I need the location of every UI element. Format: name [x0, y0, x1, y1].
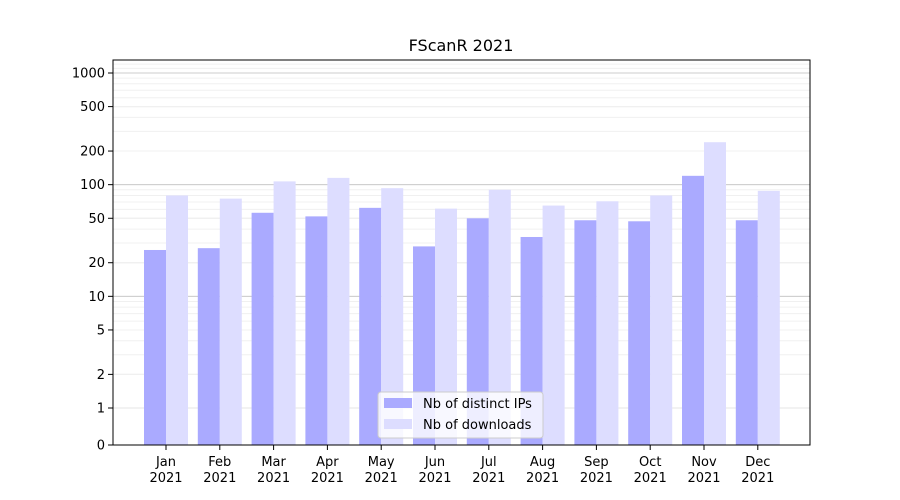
- x-tick-label-month: Sep: [584, 455, 609, 470]
- y-tick-label: 2: [97, 368, 105, 383]
- bar-ips: [144, 249, 166, 445]
- bar-downloads: [273, 181, 296, 445]
- bar-downloads: [596, 201, 619, 445]
- y-tick-label: 1: [97, 402, 105, 417]
- x-tick-label-year: 2021: [365, 471, 398, 486]
- bar-downloads: [650, 195, 673, 445]
- x-tick-label-month: Jan: [155, 455, 176, 470]
- x-tick-label-month: May: [368, 455, 395, 470]
- x-tick-label-year: 2021: [634, 471, 667, 486]
- x-tick-label-month: Apr: [316, 455, 339, 470]
- legend-label-ips: Nb of distinct IPs: [423, 397, 532, 412]
- x-tick-label-year: 2021: [472, 471, 505, 486]
- bar-downloads: [704, 142, 726, 445]
- bar-ips: [466, 218, 489, 445]
- x-tick-label-year: 2021: [311, 471, 344, 486]
- y-tick-label: 5: [97, 323, 105, 338]
- bar-ips: [682, 175, 704, 446]
- bar-downloads: [327, 177, 350, 445]
- bar-downloads: [488, 189, 511, 445]
- y-tick-label: 100: [80, 178, 105, 193]
- x-tick-label-year: 2021: [203, 471, 236, 486]
- bar-ips: [628, 221, 651, 445]
- chart-title: FScanR 2021: [409, 36, 514, 55]
- bar-downloads: [435, 208, 457, 445]
- x-tick-label-year: 2021: [580, 471, 613, 486]
- bar-ips: [735, 220, 758, 445]
- x-tick-label-month: Mar: [261, 455, 286, 470]
- x-tick-label-year: 2021: [687, 471, 720, 486]
- bar-downloads: [166, 195, 188, 445]
- x-tick-label-year: 2021: [526, 471, 559, 486]
- x-tick-label-year: 2021: [418, 471, 451, 486]
- bars: [144, 142, 780, 446]
- y-tick-label: 200: [80, 145, 105, 160]
- x-tick-label-month: Feb: [208, 455, 231, 470]
- legend-box: [377, 391, 544, 439]
- x-tick-label-month: Jun: [424, 455, 445, 470]
- bar-downloads: [542, 205, 565, 445]
- y-tick-label: 10: [88, 290, 105, 305]
- y-tick-label: 500: [80, 100, 105, 115]
- x-tick-label-year: 2021: [257, 471, 290, 486]
- bar-ips: [574, 220, 597, 445]
- y-tick-label: 0: [97, 439, 105, 454]
- x-tick-label-month: Nov: [691, 455, 717, 470]
- bar-downloads: [757, 190, 780, 445]
- y-tick-label: 50: [88, 212, 105, 227]
- bar-ips: [305, 216, 328, 445]
- plot-frame: [112, 59, 811, 446]
- y-axis: 0 1 2 5 10 20 50 100 200 500 1000: [72, 66, 113, 454]
- bar-downloads: [381, 188, 404, 445]
- x-tick-label-year: 2021: [149, 471, 182, 486]
- y-tick-label: 20: [88, 256, 105, 271]
- legend-swatch-ips: [384, 398, 412, 408]
- x-tick-label-month: Dec: [745, 455, 770, 470]
- bar-ips: [197, 248, 220, 445]
- legend-swatch-downloads: [384, 419, 412, 429]
- bar-downloads: [219, 198, 242, 445]
- y-tick-label: 1000: [72, 66, 105, 81]
- bar-ips: [251, 212, 274, 445]
- legend: Nb of distinct IPs Nb of downloads: [377, 391, 544, 439]
- bar-ips: [359, 207, 382, 445]
- x-tick-label-month: Oct: [639, 455, 661, 470]
- x-tick-label-year: 2021: [741, 471, 774, 486]
- x-axis: Jan2021Feb2021Mar2021Apr2021May2021Jun20…: [149, 445, 774, 486]
- legend-label-downloads: Nb of downloads: [423, 418, 532, 433]
- x-tick-label-month: Aug: [530, 455, 555, 470]
- x-tick-label-month: Jul: [480, 455, 497, 470]
